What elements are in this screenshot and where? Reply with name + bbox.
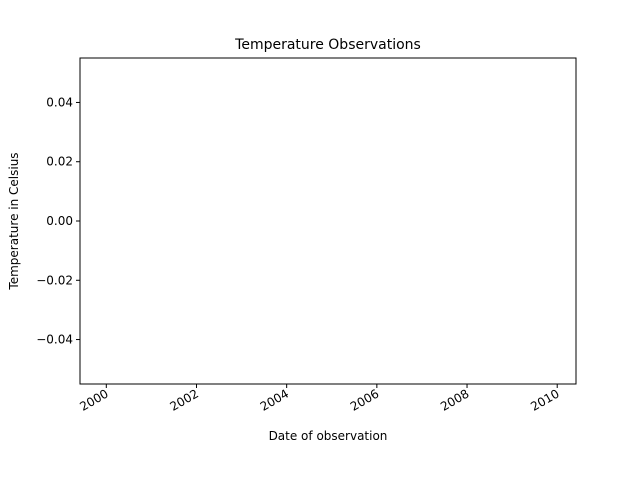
chart-title: Temperature Observations bbox=[234, 37, 421, 53]
y-axis-label: Temperature in Celsius bbox=[7, 152, 21, 290]
x-axis-label: Date of observation bbox=[269, 429, 388, 443]
y-tick-label: 0.04 bbox=[46, 95, 73, 109]
y-tick-label: −0.04 bbox=[36, 333, 73, 347]
y-tick-label: 0.00 bbox=[46, 214, 73, 228]
y-tick-label: 0.02 bbox=[46, 155, 73, 169]
y-tick-label: −0.02 bbox=[36, 273, 73, 287]
y-axis: 0.04 0.02 0.00 −0.02 −0.04 bbox=[36, 95, 80, 347]
